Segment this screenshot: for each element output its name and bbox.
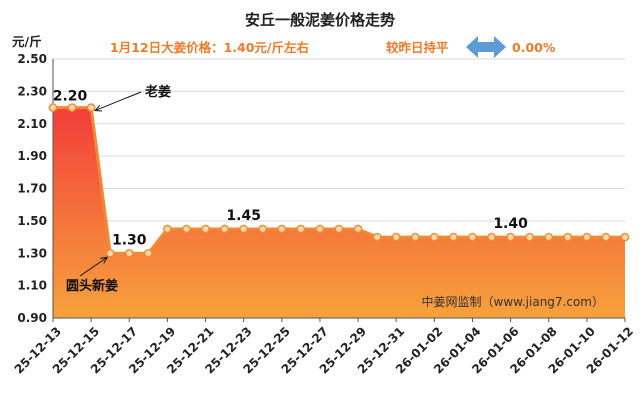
annotation-arrowhead	[100, 256, 109, 264]
data-point	[601, 232, 611, 242]
data-point	[372, 232, 382, 242]
y-tick-label: 1.30	[17, 246, 47, 260]
data-point	[296, 224, 306, 234]
data-point	[124, 248, 134, 258]
data-point	[391, 232, 401, 242]
x-axis-ticks: 25-12-1325-12-1525-12-1725-12-1925-12-21…	[12, 318, 636, 377]
data-point	[449, 232, 458, 242]
y-tick-label: 0.90	[17, 311, 47, 325]
data-point	[468, 232, 477, 242]
data-point	[105, 248, 115, 258]
data-point	[48, 103, 58, 112]
data-point	[258, 224, 268, 234]
y-tick-label: 2.30	[17, 84, 47, 98]
price-summary: 1月12日大姜价格：1.40元/斤左右	[110, 40, 309, 55]
data-point	[410, 232, 420, 242]
y-tick-label: 1.90	[17, 149, 47, 163]
data-point	[182, 224, 191, 234]
watermark: 中姜网监制（www.jiang7.com）	[422, 294, 604, 309]
data-point	[620, 232, 630, 242]
y-axis-ticks: 0.90 1.10 1.30 1.50 1.70 1.90 2.10 2.30 2.50	[17, 52, 47, 325]
data-point	[544, 232, 554, 242]
data-point	[582, 232, 592, 242]
annotation-label: 圆头新姜	[66, 278, 118, 294]
data-point	[201, 224, 210, 234]
chart-title: 安丘一般泥姜价格走势	[245, 11, 395, 29]
annotation-arrowhead	[94, 105, 103, 112]
data-point	[239, 224, 248, 234]
annotation-arrow	[94, 91, 142, 112]
data-point	[430, 232, 439, 242]
data-point	[144, 248, 153, 258]
data-label: 1.45	[226, 208, 261, 224]
data-point	[525, 232, 534, 242]
data-point	[506, 232, 515, 242]
data-label: 1.30	[112, 232, 147, 248]
data-point	[563, 232, 573, 242]
trend-label: 较昨日持平	[386, 40, 449, 55]
data-point	[315, 224, 325, 234]
y-tick-label: 2.10	[17, 117, 47, 131]
y-tick-label: 2.50	[17, 52, 47, 66]
data-point	[277, 224, 287, 234]
data-label: 1.40	[493, 216, 528, 232]
data-point	[67, 103, 77, 112]
data-point	[487, 232, 496, 242]
y-tick-label: 1.50	[17, 214, 47, 228]
data-point	[334, 224, 344, 234]
y-tick-label: 1.70	[17, 182, 47, 196]
data-point	[86, 103, 96, 112]
data-labels: 2.20 1.30 1.45 1.40	[53, 89, 528, 249]
price-area	[53, 107, 625, 318]
data-label: 2.20	[53, 89, 88, 105]
change-percent: 0.00%	[512, 40, 556, 55]
data-markers	[48, 103, 630, 258]
y-axis-label: 元/斤	[12, 34, 42, 49]
annotation-label: 老姜	[144, 84, 171, 100]
data-point	[220, 224, 229, 234]
y-tick-label: 1.10	[17, 279, 47, 293]
data-point	[353, 224, 363, 234]
axes	[52, 59, 625, 319]
data-point	[163, 224, 172, 234]
annotation-arrow	[79, 256, 108, 277]
flat-trend-arrow-icon	[466, 36, 506, 58]
